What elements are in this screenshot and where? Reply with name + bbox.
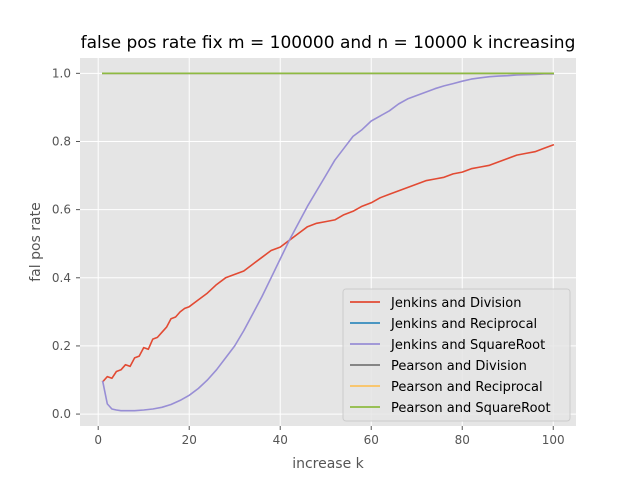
x-tick-label: 40 — [273, 433, 288, 447]
x-tick-label: 80 — [455, 433, 470, 447]
legend-entry-label: Jenkins and Reciprocal — [390, 317, 537, 332]
series-lines — [101, 72, 555, 412]
x-tick-label: 100 — [542, 433, 565, 447]
y-tick-label: 0.6 — [52, 203, 71, 217]
legend-entry-label: Pearson and Reciprocal — [391, 380, 543, 395]
y-axis-label: fal pos rate — [28, 202, 44, 281]
y-tick-label: 0.0 — [52, 407, 71, 421]
series-line-0 — [101, 143, 555, 383]
x-tick-label: 0 — [94, 433, 102, 447]
legend-entry-label: Pearson and Division — [391, 359, 527, 374]
legend-entry-label: Jenkins and SquareRoot — [390, 338, 545, 353]
y-tick-label: 0.8 — [52, 134, 71, 148]
x-tick-label: 60 — [364, 433, 379, 447]
legend: Jenkins and Division Jenkins and Reciproc… — [342, 288, 571, 422]
y-tick-label: 1.0 — [52, 66, 71, 80]
x-tick-label: 20 — [182, 433, 197, 447]
y-tick-label: 0.2 — [52, 339, 71, 353]
chart-title: false pos rate fix m = 100000 and n = 10… — [81, 33, 576, 53]
y-tick-label: 0.4 — [52, 271, 71, 285]
legend-entry-label: Jenkins and Division — [390, 296, 521, 311]
legend-entry-label: Pearson and SquareRoot — [391, 401, 551, 416]
legend-box — [342, 288, 571, 422]
x-axis-label: increase k — [292, 456, 364, 472]
series-line-2 — [101, 73, 555, 412]
axis-ticks: 0 20 40 60 80 100 0.0 0.2 0.4 0.6 0.8 1.0 — [52, 66, 565, 447]
